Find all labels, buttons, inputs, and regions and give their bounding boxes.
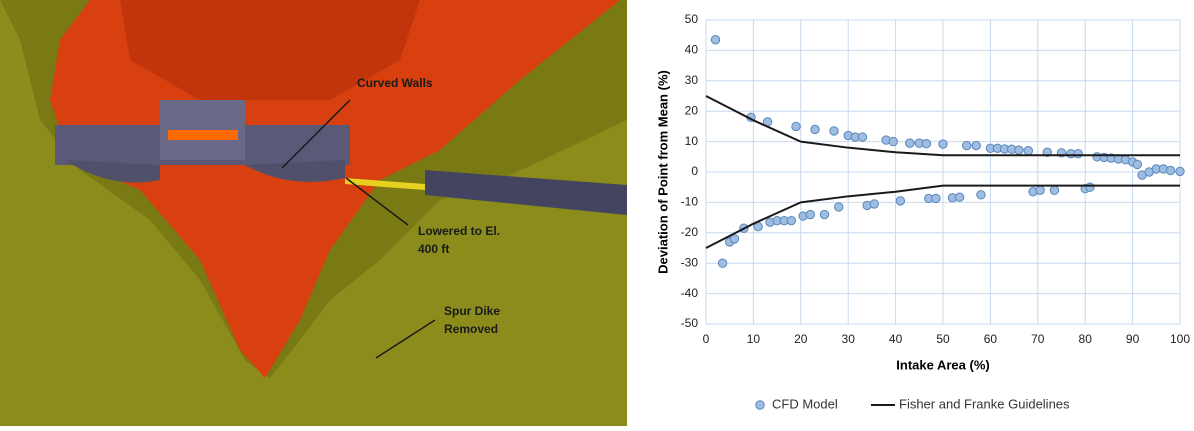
annotation: Lowered to El.	[418, 224, 500, 238]
x-tick-label: 70	[1031, 332, 1045, 346]
data-point	[922, 140, 930, 148]
annotation: 400 ft	[418, 242, 449, 256]
data-point	[806, 210, 814, 218]
data-point	[1036, 186, 1044, 194]
data-point	[711, 36, 719, 44]
y-tick-label: 0	[691, 164, 698, 178]
data-point	[830, 127, 838, 135]
y-tick-label: -30	[681, 255, 699, 269]
data-point	[811, 125, 819, 133]
data-point	[963, 141, 971, 149]
y-tick-label: 40	[685, 43, 699, 57]
data-point	[939, 140, 947, 148]
y-tick-label: -20	[681, 225, 699, 239]
data-point	[1176, 167, 1184, 175]
x-axis-title: Intake Area (%)	[896, 357, 989, 372]
y-tick-label: -50	[681, 316, 699, 330]
data-point	[858, 133, 866, 141]
gates	[168, 130, 238, 140]
y-tick-label: 10	[685, 134, 699, 148]
x-tick-label: 90	[1126, 332, 1140, 346]
x-tick-label: 50	[936, 332, 950, 346]
y-tick-label: 50	[685, 12, 699, 26]
x-tick-label: 60	[984, 332, 998, 346]
data-point	[870, 200, 878, 208]
x-tick-label: 0	[703, 332, 710, 346]
data-point	[977, 191, 985, 199]
x-tick-label: 40	[889, 332, 903, 346]
data-point	[1074, 150, 1082, 158]
x-tick-label: 30	[842, 332, 856, 346]
y-tick-label: 30	[685, 73, 699, 87]
legend-label: CFD Model	[772, 396, 838, 411]
data-point	[1015, 146, 1023, 154]
data-point	[787, 216, 795, 224]
y-tick-label: -40	[681, 286, 699, 300]
annotation: Curved Walls	[357, 76, 433, 90]
x-tick-label: 10	[747, 332, 761, 346]
x-tick-label: 80	[1079, 332, 1093, 346]
y-axis-title: Deviation of Point from Mean (%)	[655, 70, 670, 274]
data-point	[972, 141, 980, 149]
data-point	[820, 210, 828, 218]
data-point	[906, 139, 914, 147]
data-point	[955, 193, 963, 201]
annotation: Spur Dike	[444, 304, 500, 318]
data-point	[835, 203, 843, 211]
data-point	[896, 197, 904, 205]
x-tick-label: 20	[794, 332, 808, 346]
render-panel: Curved Walls Lowered to El. 400 ft Spur …	[0, 0, 627, 426]
data-point	[1133, 160, 1141, 168]
data-point	[1086, 183, 1094, 191]
data-point	[718, 259, 726, 267]
y-tick-label: -10	[681, 195, 699, 209]
data-point	[1024, 147, 1032, 155]
data-point	[792, 122, 800, 130]
data-point	[932, 194, 940, 202]
data-point	[1050, 186, 1058, 194]
figure: Curved Walls Lowered to El. 400 ft Spur …	[0, 0, 1194, 426]
annotation: Removed	[444, 322, 498, 336]
legend-marker	[756, 401, 764, 409]
x-tick-label: 100	[1170, 332, 1190, 346]
legend-label: Fisher and Franke Guidelines	[899, 396, 1070, 411]
data-point	[1166, 166, 1174, 174]
y-tick-label: 20	[685, 103, 699, 117]
data-point	[889, 137, 897, 145]
